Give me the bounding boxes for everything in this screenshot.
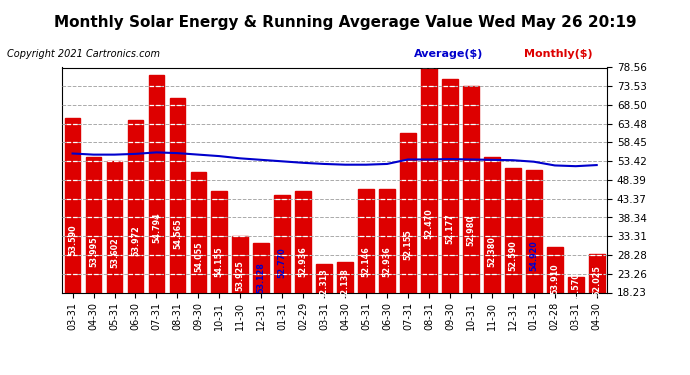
Bar	[380, 189, 395, 292]
Text: 52.177: 52.177	[446, 213, 455, 244]
Bar	[275, 195, 290, 292]
Bar	[421, 64, 437, 292]
Text: 52.936: 52.936	[299, 247, 308, 278]
Text: 52.313: 52.313	[319, 268, 328, 299]
Bar	[442, 79, 458, 292]
Bar	[484, 157, 500, 292]
Text: Average($): Average($)	[414, 49, 484, 59]
Text: 54.155: 54.155	[215, 247, 224, 277]
Bar	[316, 264, 332, 292]
Bar	[526, 170, 542, 292]
Bar	[253, 243, 269, 292]
Bar	[400, 133, 416, 292]
Text: 52.770: 52.770	[278, 248, 287, 279]
Text: Monthly($): Monthly($)	[524, 49, 593, 59]
Bar	[148, 75, 164, 292]
Text: 52.936: 52.936	[382, 246, 391, 277]
Text: 52.980: 52.980	[466, 215, 475, 246]
Text: 53.972: 53.972	[131, 225, 140, 256]
Text: 53.995: 53.995	[89, 237, 98, 267]
Text: 52.570: 52.570	[571, 272, 580, 303]
Bar	[463, 86, 479, 292]
Text: 52.146: 52.146	[362, 246, 371, 277]
Bar	[65, 118, 81, 292]
Text: 54.055: 54.055	[194, 241, 203, 272]
Bar	[295, 191, 311, 292]
Text: 52.470: 52.470	[424, 209, 433, 239]
Bar	[589, 254, 604, 292]
Bar	[568, 277, 584, 292]
Bar	[170, 98, 186, 292]
Text: 52.155: 52.155	[404, 229, 413, 260]
Bar	[337, 262, 353, 292]
Bar	[86, 157, 101, 292]
Text: 54.794: 54.794	[152, 212, 161, 243]
Text: Copyright 2021 Cartronics.com: Copyright 2021 Cartronics.com	[7, 49, 160, 59]
Bar	[505, 168, 521, 292]
Bar	[211, 191, 227, 292]
Text: 53.128: 53.128	[257, 262, 266, 293]
Bar	[547, 247, 562, 292]
Text: 53.910: 53.910	[551, 264, 560, 294]
Text: 52.380: 52.380	[487, 237, 496, 267]
Bar	[190, 172, 206, 292]
Bar	[128, 120, 144, 292]
Text: 54.920: 54.920	[529, 240, 538, 271]
Text: 53.602: 53.602	[110, 238, 119, 268]
Text: 52.138: 52.138	[341, 268, 350, 298]
Text: 54.565: 54.565	[173, 219, 182, 249]
Text: 52.025: 52.025	[592, 266, 601, 297]
Text: 53.590: 53.590	[68, 225, 77, 255]
Bar	[107, 161, 122, 292]
Text: 53.925: 53.925	[236, 260, 245, 291]
Bar	[358, 189, 374, 292]
Text: 52.590: 52.590	[509, 240, 518, 271]
Bar	[233, 236, 248, 292]
Text: Monthly Solar Energy & Running Avgerage Value Wed May 26 20:19: Monthly Solar Energy & Running Avgerage …	[54, 15, 636, 30]
